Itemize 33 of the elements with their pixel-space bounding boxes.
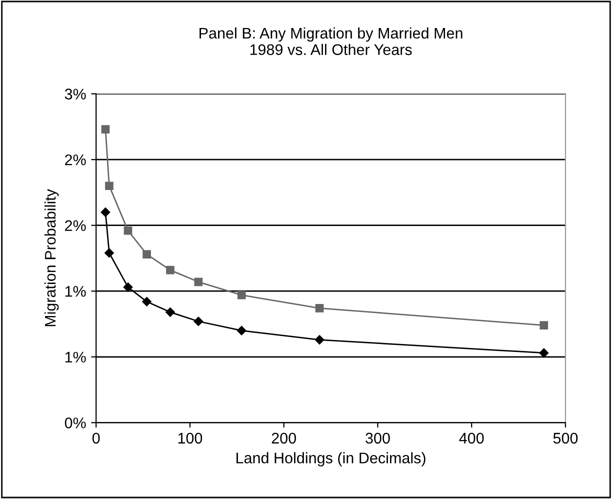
point <box>124 226 132 235</box>
x-axis-title: Land Holdings (in Decimals) <box>236 452 426 466</box>
point <box>166 308 175 317</box>
y-tick-label: 3% <box>64 88 86 100</box>
point <box>142 297 152 306</box>
point <box>194 316 204 326</box>
point <box>540 321 548 330</box>
point <box>315 304 324 312</box>
y-tick-label: 2% <box>65 154 86 166</box>
y-tick-label: 1% <box>65 352 86 363</box>
point <box>105 182 114 190</box>
x-tick-label: 200 <box>272 432 296 444</box>
point <box>123 282 133 292</box>
point <box>236 326 246 336</box>
x-tick-label: 300 <box>366 432 390 444</box>
x-tick-label: 500 <box>553 432 578 444</box>
point <box>100 208 110 217</box>
x-tick-label: 400 <box>459 432 484 444</box>
point <box>314 335 324 344</box>
y-tick-label: 2% <box>65 220 86 231</box>
point <box>166 266 174 274</box>
x-tick-label: 0 <box>92 432 100 444</box>
x-tick-label: 100 <box>178 432 202 444</box>
point <box>237 290 246 300</box>
point <box>104 248 114 258</box>
y-tick-label: 0% <box>64 418 86 428</box>
point <box>539 348 549 358</box>
y-axis-title: Migration Probability <box>44 189 59 326</box>
chart-title: Panel B: Any Migration by Married Men 1989 vs. All Other Years <box>200 27 462 56</box>
point <box>101 125 110 134</box>
point <box>194 278 203 286</box>
y-tick-label: 1% <box>65 286 86 297</box>
point <box>142 250 151 258</box>
